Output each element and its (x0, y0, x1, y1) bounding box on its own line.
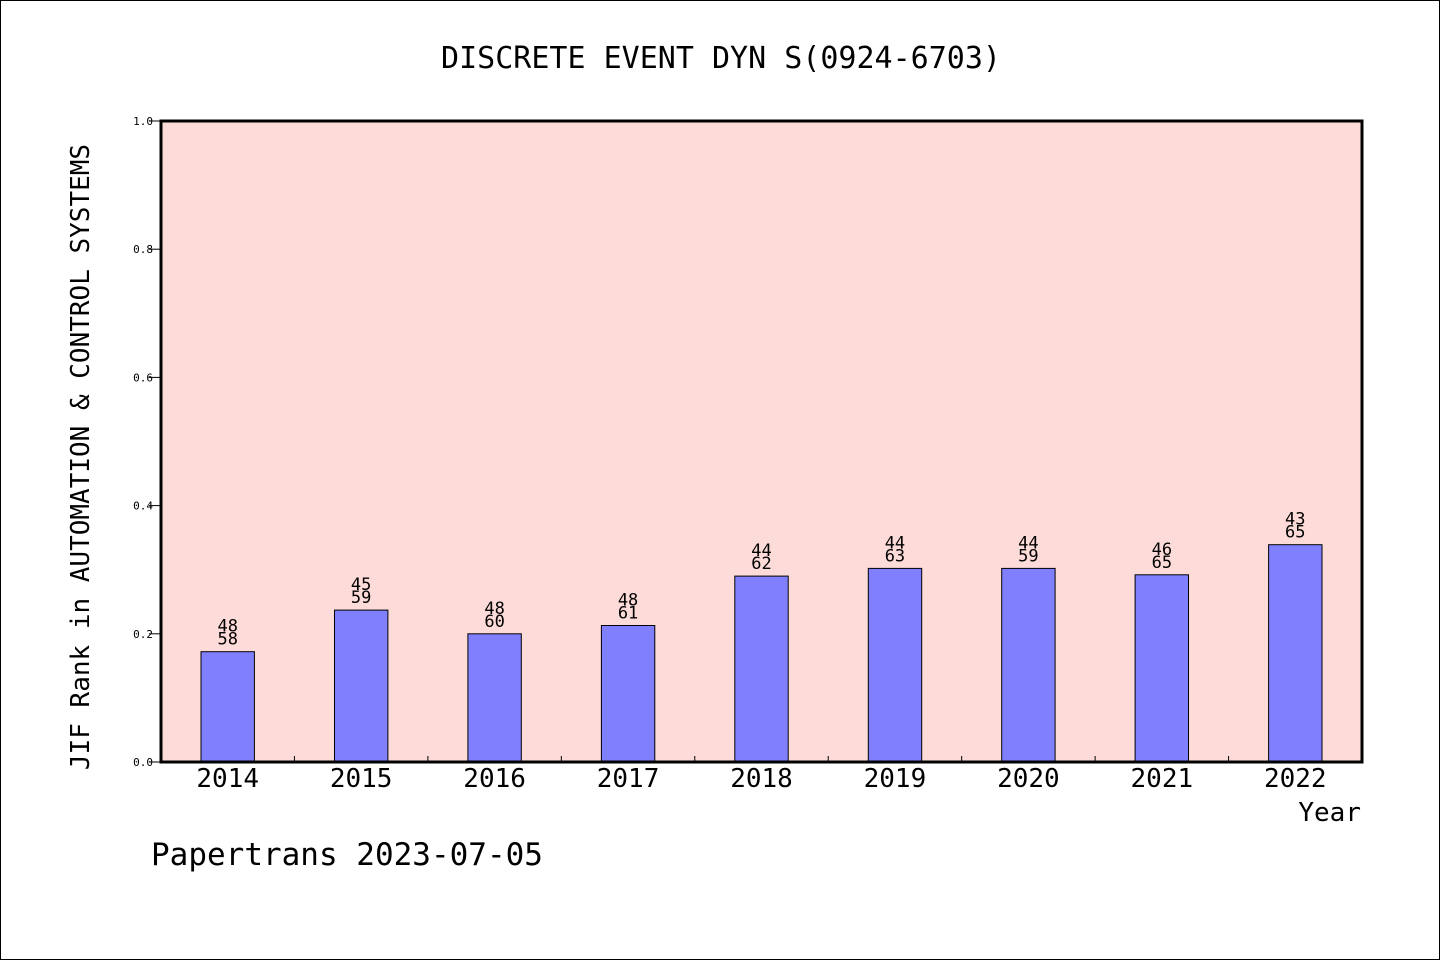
data-label-bottom-2015: 59 (351, 588, 371, 608)
data-label-top-2018: 44 (751, 541, 771, 561)
y-tick-label: 0.6 (133, 371, 153, 384)
footer-text: Papertrans 2023-07-05 (151, 837, 543, 873)
data-label-top-2017: 48 (618, 591, 638, 611)
y-axis-label: JIF Rank in AUTOMATION & CONTROL SYSTEMS (66, 144, 96, 770)
x-tick-label-2019: 2019 (864, 764, 927, 794)
data-label-bottom-2016: 60 (484, 612, 504, 632)
plot-border (159, 119, 1364, 764)
y-tick-label: 0.4 (133, 500, 153, 513)
y-tick-label: 0.0 (133, 756, 153, 769)
data-label-top-2020: 44 (1018, 533, 1038, 553)
bar-2021 (1134, 574, 1189, 763)
x-tick-label-2018: 2018 (730, 764, 793, 794)
data-label-top-2019: 44 (885, 533, 905, 553)
x-tick-label-2022: 2022 (1264, 764, 1327, 794)
chart-title: DISCRETE EVENT DYN S(0924-6703) (441, 41, 1001, 76)
data-label-bottom-2014: 58 (217, 630, 237, 650)
bar-2022 (1268, 544, 1323, 763)
bar-2018 (734, 575, 789, 763)
data-label-bottom-2022: 65 (1285, 523, 1305, 543)
bar-2014 (200, 651, 255, 763)
bar-2017 (600, 625, 656, 763)
bar-2015 (334, 609, 389, 763)
bar-2020 (1001, 567, 1056, 763)
data-label-top-2021: 46 (1152, 540, 1172, 560)
y-tick-label: 0.8 (133, 243, 153, 256)
data-label-bottom-2021: 65 (1152, 553, 1172, 573)
y-tick-label: 0.2 (133, 628, 153, 641)
data-label-bottom-2019: 63 (885, 546, 905, 566)
bar-2016 (467, 633, 522, 763)
x-tick-label-2021: 2021 (1131, 764, 1194, 794)
data-label-bottom-2017: 61 (618, 604, 638, 624)
ticks-group: 2014 2015 2016 2017 2018 2019 2020 2021 2022 0.0 0… (133, 115, 1326, 794)
data-label-top-2022: 43 (1285, 510, 1305, 530)
data-label-top-2015: 45 (351, 575, 371, 595)
data-label-bottom-2020: 59 (1018, 546, 1038, 566)
data-label-top-2016: 48 (484, 599, 504, 619)
bar-2019 (867, 567, 923, 763)
x-tick-label-2015: 2015 (330, 764, 393, 794)
data-label-top-2014: 48 (217, 617, 237, 637)
y-tick-label: 1.0 (133, 115, 153, 128)
data-label-bottom-2018: 62 (751, 554, 771, 574)
x-axis-label: Year (1298, 798, 1361, 828)
x-tick-label-2014: 2014 (196, 764, 259, 794)
x-tick-label-2016: 2016 (463, 764, 526, 794)
x-tick-label-2020: 2020 (997, 764, 1060, 794)
x-tick-label-2017: 2017 (597, 764, 660, 794)
